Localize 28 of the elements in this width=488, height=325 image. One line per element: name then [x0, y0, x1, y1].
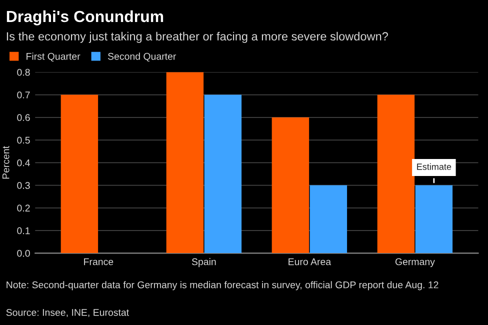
text: Note: Second-quarter data for Germany is median forecast in survey, official GDP report due Aug. 12 [6, 281, 438, 290]
legend-label: Second Quarter [108, 52, 176, 62]
bar [377, 94, 415, 254]
source-note: Source: Insee, INE, Eurostat [6, 309, 129, 318]
y-tick-label: 0.8 [17, 68, 30, 76]
y-tick-label: 0.0 [17, 250, 30, 257]
bar [415, 185, 453, 254]
y-tick-label: 0.1 [17, 227, 30, 234]
x-tick-label: Germany [395, 258, 435, 268]
bar [60, 94, 98, 254]
y-tick-label: 0.7 [17, 92, 30, 98]
y-tick-label: 0.5 [17, 136, 30, 144]
y-tick-label: 0.4 [17, 159, 30, 166]
y-axis-title: Percent [2, 146, 10, 179]
chart-title: Draghi's Conundrum [6, 10, 164, 26]
bar [310, 185, 348, 254]
annotation: Estimate [417, 163, 452, 170]
legend-label: First Quarter [26, 52, 80, 62]
y-tick-label: 0.6 [17, 114, 30, 122]
x-tick-label: Spain [192, 258, 216, 268]
x-tick-label: France [84, 258, 114, 266]
y-tick-label: 0.2 [17, 204, 30, 212]
bar [204, 94, 242, 254]
bar [272, 117, 310, 254]
y-tick-label: 0.3 [17, 182, 30, 189]
chart-subtitle: Is the economy just taking a breather or facing a more severe slowdown? [6, 32, 388, 43]
bar [166, 72, 204, 254]
x-tick-label: Euro Area [288, 258, 332, 266]
